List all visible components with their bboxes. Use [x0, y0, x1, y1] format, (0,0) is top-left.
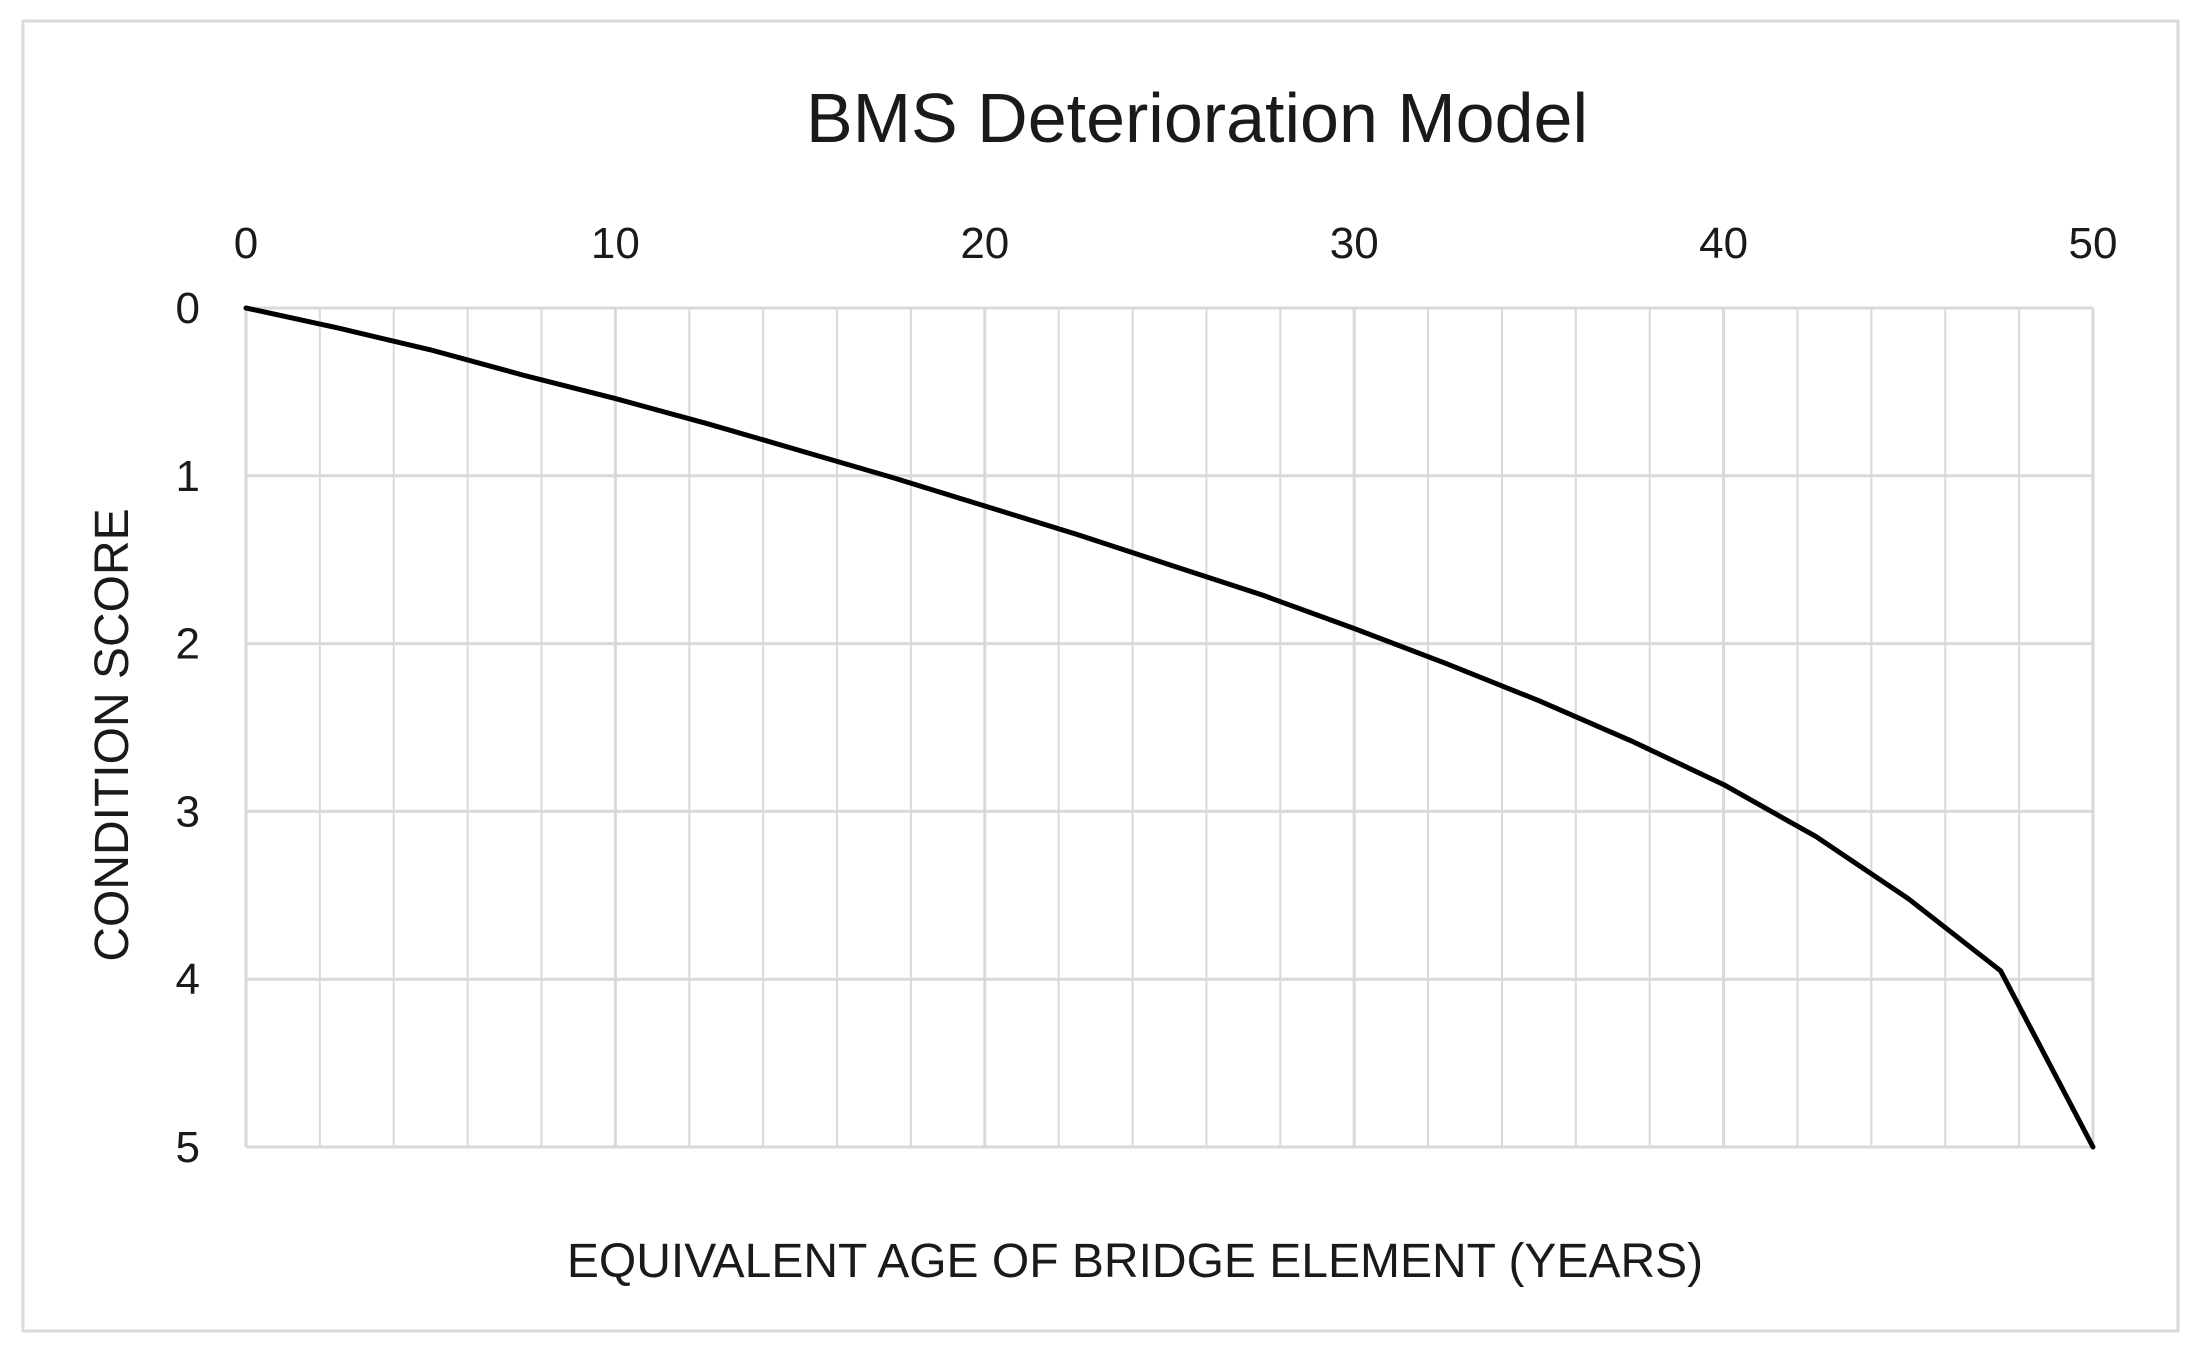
y-tick-label: 5 [176, 1123, 200, 1172]
y-axis-title: CONDITION SCORE [86, 508, 139, 961]
tick-label-layer: 0 10 20 30 40 50 0 1 2 3 4 5 [176, 219, 2118, 1172]
x-tick-label: 50 [2069, 219, 2118, 268]
chart-title: BMS Deterioration Model [806, 79, 1588, 157]
series-layer [243, 305, 2096, 1150]
y-tick-label: 3 [176, 787, 200, 836]
x-tick-label: 10 [591, 219, 640, 268]
y-tick-label: 2 [176, 620, 200, 669]
y-tick-label: 1 [176, 452, 200, 501]
series-line [243, 305, 2096, 1150]
x-tick-label: 30 [1330, 219, 1379, 268]
chart-frame [21, 19, 2180, 1333]
x-axis-title: EQUIVALENT AGE OF BRIDGE ELEMENT (YEARS) [567, 1235, 1703, 1288]
x-tick-label: 20 [960, 219, 1009, 268]
y-tick-label: 4 [176, 955, 200, 1004]
y-tick-label: 0 [176, 284, 200, 333]
x-tick-label: 0 [234, 219, 258, 268]
grid-layer [244, 306, 2095, 1149]
x-tick-label: 40 [1699, 219, 1748, 268]
